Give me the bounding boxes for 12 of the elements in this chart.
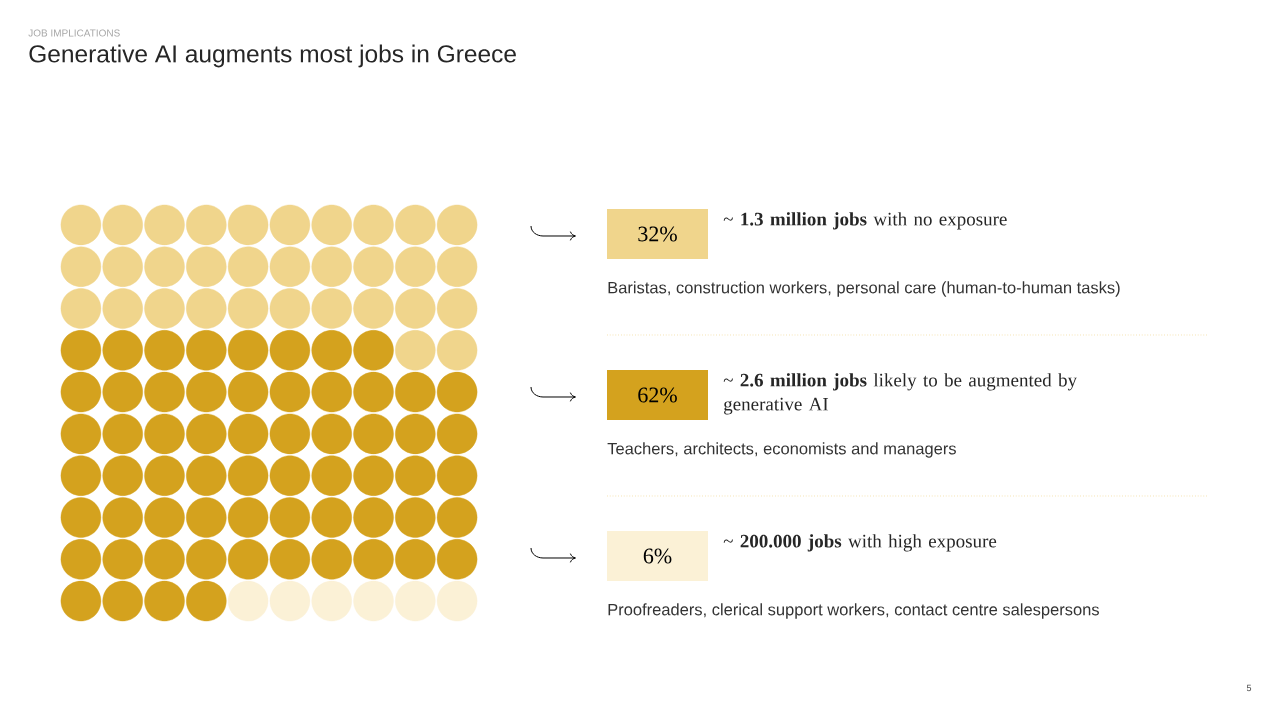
data-label: 6% [643,548,672,564]
data-label: 62% [638,387,677,403]
text: Generative AI augments most jobs in Greece [29,44,516,68]
text: Teachers, architects, economists and managers [607,442,956,458]
category-label: ~ 200.000 jobs with high exposure [723,534,997,552]
data-label: 32% [638,226,677,242]
category-label: ~ 1.3 million jobs with no exposure [723,212,1007,230]
text: JOB IMPLICATIONS [28,29,120,37]
text: Baristas, construction workers, personal care (human-to-human tasks) [608,281,1120,297]
text: Proofreaders, clerical support workers, contact centre salespersons [608,603,1099,619]
category-label: ~ 2.6 million jobs likely to be augmented by generative AI [723,373,1077,415]
text: 5 [1246,684,1252,692]
